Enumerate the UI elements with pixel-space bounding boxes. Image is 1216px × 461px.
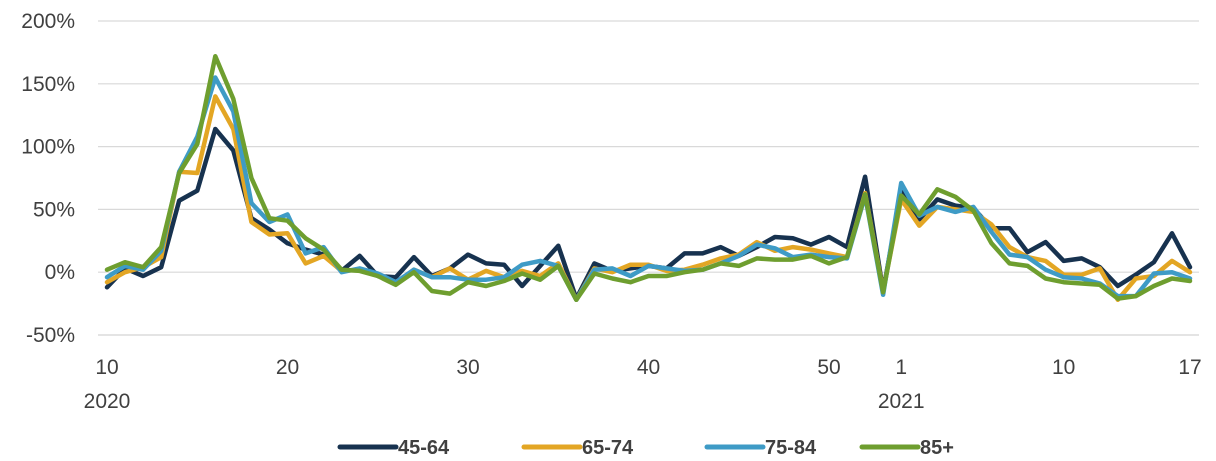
x-axis-tick-labels: 10 20 30 40 50 1 10 17 2020 2021 <box>84 356 1202 413</box>
legend-label: 65-74 <box>582 437 634 459</box>
y-tick-label: -50% <box>26 324 75 347</box>
y-axis-tick-labels: -50% 0% 50% 100% 150% 200% <box>21 10 75 347</box>
x-tick-label: 1 <box>895 356 907 379</box>
x-year-label: 2021 <box>878 390 925 413</box>
x-tick-label: 10 <box>1052 356 1075 379</box>
x-tick-label: 20 <box>276 356 299 379</box>
legend-label: 45-64 <box>398 437 450 459</box>
y-tick-label: 200% <box>21 10 75 33</box>
x-tick-label: 40 <box>637 356 660 379</box>
x-tick-label: 30 <box>456 356 479 379</box>
series-lines <box>104 53 1193 303</box>
y-tick-label: 100% <box>21 136 75 159</box>
legend-label: 75-84 <box>765 437 817 459</box>
series-line-65-74 <box>104 94 1193 303</box>
y-tick-label: 150% <box>21 73 75 96</box>
gridlines <box>98 20 1199 336</box>
legend: 45-64 65-74 75-84 85+ <box>337 437 954 459</box>
x-tick-label: 50 <box>817 356 840 379</box>
y-tick-label: 0% <box>45 261 75 284</box>
y-tick-label: 50% <box>33 198 75 221</box>
series-line-75-84 <box>104 75 1193 303</box>
legend-label: 85+ <box>920 437 954 459</box>
x-tick-label: 10 <box>95 356 118 379</box>
series-line-85+ <box>104 53 1193 303</box>
x-tick-label: 17 <box>1178 356 1201 379</box>
x-year-label: 2020 <box>84 390 131 413</box>
